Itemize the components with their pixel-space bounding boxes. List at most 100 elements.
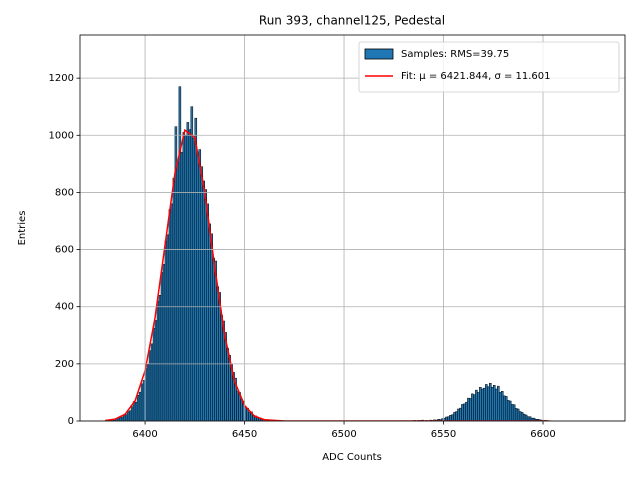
histogram-bar <box>236 390 239 421</box>
histogram-bar <box>122 414 126 421</box>
x-tick-label: 6600 <box>530 429 555 440</box>
histogram-bar <box>226 347 229 421</box>
histogram-bar <box>190 106 194 421</box>
histogram-bar <box>186 122 190 421</box>
x-tick-label: 6450 <box>232 429 257 440</box>
histogram-bar <box>170 203 174 421</box>
y-tick-label: 1200 <box>49 73 74 84</box>
histogram-bar <box>218 292 221 421</box>
histogram-bar <box>188 129 192 421</box>
histogram-bar <box>471 393 474 421</box>
histogram-bar <box>220 315 223 421</box>
histogram-bar <box>208 223 211 421</box>
histogram-bar <box>172 177 176 421</box>
legend-swatch <box>364 48 394 60</box>
histogram-bar <box>502 395 506 421</box>
histogram-bar <box>455 411 458 421</box>
histogram-bar <box>196 155 200 421</box>
histogram-bar <box>473 394 476 421</box>
histogram-bar <box>457 408 460 421</box>
histogram-bar <box>160 272 164 421</box>
histogram-bar <box>465 401 468 421</box>
y-tick-label: 800 <box>55 187 74 198</box>
histogram-bar <box>202 180 206 421</box>
histogram-bar <box>485 384 488 421</box>
histogram-bar <box>204 189 207 421</box>
histogram-bar <box>182 132 186 421</box>
legend-box <box>358 41 620 93</box>
fit-line <box>105 128 549 421</box>
histogram-bar <box>240 399 243 421</box>
histogram-bar <box>154 320 158 421</box>
histogram-bar <box>475 389 478 421</box>
x-tick-label: 6550 <box>431 429 456 440</box>
histogram-bar <box>514 408 518 421</box>
histogram-bar <box>128 410 132 421</box>
histogram-bar <box>228 355 231 421</box>
histogram-bar <box>483 387 486 421</box>
histogram-bar <box>248 412 251 421</box>
histogram-bar <box>166 234 170 421</box>
histogram-bar <box>522 413 526 421</box>
chart-title: Run 393, channel125, Pedestal <box>259 14 445 28</box>
histogram-bar <box>118 417 122 421</box>
histogram-bar <box>132 401 136 421</box>
histogram-bar <box>493 385 496 421</box>
histogram-bar <box>459 407 462 421</box>
histogram-bar <box>520 412 524 421</box>
histogram-bar <box>504 396 508 421</box>
histogram-bar <box>495 388 498 421</box>
y-axis-label: Entries <box>17 211 28 246</box>
y-tick-label: 0 <box>68 416 74 427</box>
histogram-bar <box>497 385 500 421</box>
histogram-bar <box>134 401 138 421</box>
histogram-bar <box>164 240 168 421</box>
histogram-bar <box>120 416 124 421</box>
histogram-bar <box>124 414 128 421</box>
histogram-bar <box>487 386 490 421</box>
histogram-bar <box>500 391 504 421</box>
histogram-bar <box>498 392 502 421</box>
histogram-bar <box>150 343 154 421</box>
histogram-bar <box>184 135 188 421</box>
histogram-bar <box>198 149 202 421</box>
histogram-bar <box>146 364 150 421</box>
y-tick-label: 200 <box>55 359 74 370</box>
histogram-bar <box>176 162 180 421</box>
histogram-bar <box>512 404 516 421</box>
histogram-bar <box>140 383 144 421</box>
histogram-bar <box>461 404 464 421</box>
histogram-bar <box>212 257 215 421</box>
histogram-bar <box>518 411 522 421</box>
histogram-bar <box>162 264 166 421</box>
histogram-bar <box>136 395 140 421</box>
histogram-bar <box>469 398 472 421</box>
histogram-bar <box>138 391 142 421</box>
histogram-bar <box>449 415 452 421</box>
histogram-bar <box>192 137 196 421</box>
y-tick-label: 600 <box>55 245 74 256</box>
x-axis-label: ADC Counts <box>322 452 382 463</box>
x-tick-label: 6500 <box>331 429 356 440</box>
histogram-bar <box>210 233 213 421</box>
histogram-bar <box>491 387 494 421</box>
histogram-bar <box>206 203 209 421</box>
histogram-bar <box>479 387 482 421</box>
histogram-bar <box>130 406 134 421</box>
histogram-bar <box>148 350 152 421</box>
legend-label: Samples: RMS=39.75 <box>401 49 509 60</box>
histogram-bar <box>510 404 514 421</box>
histogram-bar <box>481 388 484 421</box>
histogram-bar <box>152 327 156 421</box>
histogram-bar <box>467 397 470 421</box>
axes-frame <box>79 34 626 422</box>
histogram-bar <box>463 403 466 421</box>
histogram-bar <box>489 383 492 421</box>
histogram-bar <box>156 300 160 421</box>
histogram-bar <box>451 414 454 421</box>
histogram-bar <box>453 412 456 421</box>
histogram-bar <box>524 414 528 421</box>
histogram-bar <box>214 260 217 421</box>
